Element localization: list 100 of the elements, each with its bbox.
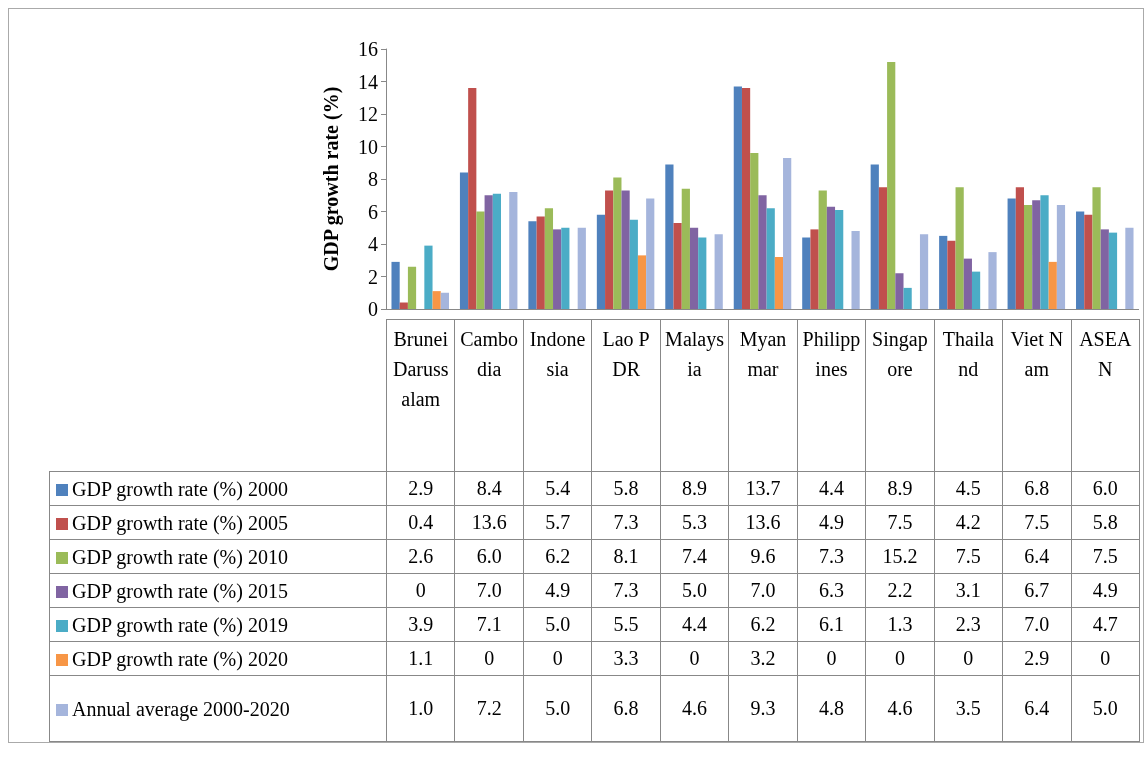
bar — [750, 153, 759, 309]
data-label: 6.8 — [1002, 471, 1072, 506]
data-label: 5.0 — [523, 607, 592, 642]
bar — [870, 164, 879, 309]
y-tick-label: 0 — [368, 298, 378, 320]
x-tick-label: Indonesia — [523, 319, 592, 472]
bar — [637, 255, 647, 309]
data-label: 2.9 — [386, 471, 455, 506]
bar — [561, 227, 570, 309]
bar — [895, 273, 904, 309]
bar — [391, 261, 400, 309]
bar — [621, 190, 630, 309]
bar — [963, 258, 972, 309]
data-label: 7.3 — [797, 539, 866, 574]
bar — [826, 206, 836, 309]
bar — [939, 235, 948, 309]
bar — [971, 271, 981, 309]
x-tick-label: ASEAN — [1071, 319, 1140, 472]
x-tick-label: Singapore — [865, 319, 935, 472]
x-tick-label: Cambodia — [454, 319, 524, 472]
data-label: 0 — [523, 641, 592, 676]
data-label: 4.6 — [865, 675, 935, 742]
x-tick-label: Brunei Darussalam — [386, 319, 455, 472]
y-tick-label: 6 — [368, 200, 378, 223]
y-axis-title: GDP growth rate (%) — [320, 86, 343, 272]
data-label: 7.3 — [591, 505, 661, 540]
data-label: 8.9 — [865, 471, 935, 506]
bar — [733, 86, 742, 309]
legend-label: Annual average 2000-2020 — [72, 697, 290, 720]
bar — [1015, 187, 1024, 309]
bar — [698, 237, 707, 309]
y-tick-label: 10 — [358, 135, 378, 158]
y-tick-label: 14 — [358, 70, 378, 93]
data-label: 8.9 — [660, 471, 729, 506]
data-label: 0 — [660, 641, 729, 676]
data-label: 5.0 — [523, 675, 592, 742]
y-tick-label: 16 — [358, 38, 378, 60]
data-label: 3.1 — [934, 573, 1003, 608]
data-label: 3.5 — [934, 675, 1003, 742]
data-label: 5.8 — [1071, 505, 1140, 540]
bar — [544, 208, 554, 309]
data-label: 7.2 — [454, 675, 524, 742]
data-label: 0 — [1071, 641, 1140, 676]
data-label: 8.4 — [454, 471, 524, 506]
data-label: 6.4 — [1002, 539, 1072, 574]
data-label: 5.8 — [591, 471, 661, 506]
bar — [605, 190, 614, 309]
y-tick-label: 8 — [368, 168, 378, 190]
bar — [1092, 187, 1101, 309]
bar — [1108, 232, 1118, 309]
data-label: 13.7 — [728, 471, 798, 506]
data-label: 6.2 — [523, 539, 592, 574]
bar — [629, 219, 638, 309]
x-tick-label: Myanmar — [728, 319, 798, 472]
data-label: 7.3 — [591, 573, 661, 608]
bar — [424, 245, 433, 309]
data-label: 7.5 — [865, 505, 935, 540]
data-label: 9.3 — [728, 675, 798, 742]
data-label: 6.1 — [797, 607, 866, 642]
bar — [919, 234, 929, 309]
bar — [432, 291, 441, 309]
data-label: 0 — [934, 641, 1003, 676]
bar — [903, 287, 912, 309]
bar — [468, 88, 477, 309]
legend-label: GDP growth rate (%) 2005 — [72, 511, 288, 534]
data-label: 5.4 — [523, 471, 592, 506]
data-label: 6.2 — [728, 607, 798, 642]
data-label: 5.3 — [660, 505, 729, 540]
data-label: 0.4 — [386, 505, 455, 540]
data-label: 1.3 — [865, 607, 935, 642]
data-label: 6.7 — [1002, 573, 1072, 608]
data-label: 2.6 — [386, 539, 455, 574]
data-label: 4.6 — [660, 675, 729, 742]
data-label: 6.0 — [454, 539, 524, 574]
bar — [665, 164, 674, 309]
data-label: 6.3 — [797, 573, 866, 608]
bar — [1032, 200, 1041, 309]
bar — [673, 222, 682, 309]
data-label: 5.0 — [660, 573, 729, 608]
bar — [1048, 261, 1057, 309]
data-label: 4.9 — [1071, 573, 1140, 608]
data-label: 6.0 — [1071, 471, 1140, 506]
data-label: 4.2 — [934, 505, 1003, 540]
bar — [1084, 214, 1093, 309]
bar — [835, 209, 844, 309]
bar — [878, 187, 888, 309]
bar — [1125, 227, 1134, 309]
bar — [810, 229, 819, 309]
legend-label: GDP growth rate (%) 2020 — [72, 647, 288, 670]
bar — [1024, 205, 1033, 309]
bar — [802, 237, 811, 309]
bar — [766, 208, 775, 309]
data-label: 4.4 — [797, 471, 866, 506]
data-label: 4.4 — [660, 607, 729, 642]
bar — [887, 62, 896, 309]
y-tick-label: 2 — [368, 265, 378, 288]
bar — [1007, 198, 1016, 309]
x-tick-label: Malaysia — [660, 319, 729, 472]
legend-label: GDP growth rate (%) 2015 — [72, 579, 288, 602]
data-label: 7.0 — [1002, 607, 1072, 642]
